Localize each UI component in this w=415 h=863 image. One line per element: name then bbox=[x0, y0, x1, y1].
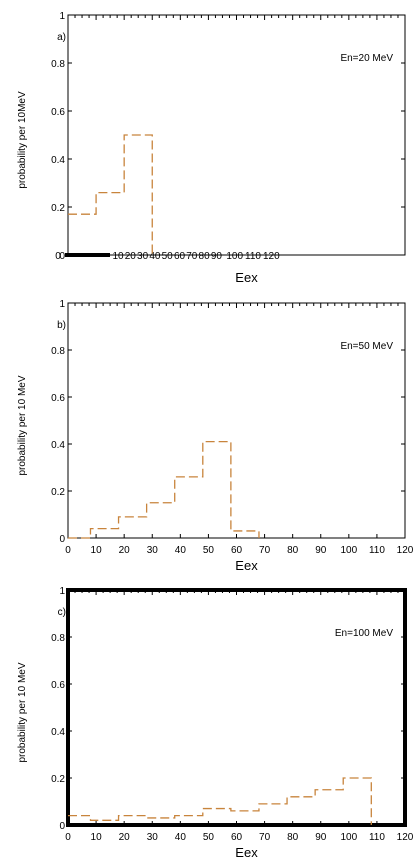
histogram-bin bbox=[147, 818, 175, 825]
x-axis-label: Eex bbox=[235, 270, 258, 285]
y-tick-label: 1 bbox=[59, 586, 65, 597]
y-tick-label: 0.4 bbox=[51, 440, 65, 451]
histogram-bin bbox=[203, 442, 231, 538]
histogram-bin bbox=[315, 790, 343, 825]
x-tick-label: 40 bbox=[149, 251, 161, 262]
histogram-bin bbox=[124, 135, 152, 255]
x-axis-label: Eex bbox=[235, 558, 258, 573]
y-tick-label: 0 bbox=[59, 251, 65, 262]
x-tick-label: 100 bbox=[340, 832, 357, 843]
x-tick-label: 90 bbox=[315, 545, 327, 556]
x-tick-label: 0 bbox=[65, 832, 71, 843]
histogram-bin bbox=[119, 816, 147, 825]
x-tick-label: 50 bbox=[203, 545, 215, 556]
x-tick-label: 60 bbox=[231, 545, 243, 556]
x-tick-label: 20 bbox=[125, 251, 137, 262]
y-tick-label: 0 bbox=[59, 534, 65, 545]
x-tick-label: 70 bbox=[186, 251, 198, 262]
x-tick-label: 30 bbox=[147, 545, 159, 556]
x-tick-label: 20 bbox=[119, 545, 131, 556]
x-tick-label: 110 bbox=[369, 832, 385, 843]
y-axis-label: probability per 10 MeV bbox=[17, 375, 28, 475]
histogram-bin bbox=[147, 503, 175, 538]
x-tick-label: 0 bbox=[55, 251, 61, 262]
histogram-line bbox=[68, 777, 372, 825]
x-tick-label: 50 bbox=[162, 251, 174, 262]
x-axis-label: Eex bbox=[235, 845, 258, 860]
annotation: En=20 MeV bbox=[340, 53, 393, 64]
y-tick-label: 1 bbox=[59, 299, 65, 310]
x-tick-label: 10 bbox=[91, 832, 103, 843]
x-tick-label: 40 bbox=[175, 832, 187, 843]
histogram-bin bbox=[231, 531, 259, 538]
y-tick-label: 0.2 bbox=[51, 203, 65, 214]
histogram-bin bbox=[287, 797, 315, 825]
x-tick-label: 70 bbox=[259, 545, 271, 556]
annotation: En=100 MeV bbox=[335, 628, 393, 639]
x-tick-label: 90 bbox=[315, 832, 327, 843]
plot-frame bbox=[67, 302, 406, 539]
y-tick-label: 0.4 bbox=[51, 727, 65, 738]
x-tick-label: 30 bbox=[137, 251, 149, 262]
histogram-bin bbox=[90, 529, 118, 538]
y-tick-label: 0.6 bbox=[51, 107, 65, 118]
x-tick-label: 120 bbox=[397, 545, 414, 556]
x-tick-label: 60 bbox=[231, 832, 243, 843]
annotation: En=50 MeV bbox=[340, 341, 393, 352]
x-tick-label: 80 bbox=[199, 251, 211, 262]
histogram-bin bbox=[259, 804, 287, 825]
x-tick-label: 100 bbox=[340, 545, 357, 556]
x-tick-label: 60 bbox=[174, 251, 186, 262]
y-axis-label: probability per 10MeV bbox=[17, 91, 28, 189]
histogram-bin bbox=[90, 820, 118, 825]
y-tick-label: 0.8 bbox=[51, 346, 65, 357]
histogram-bin bbox=[96, 193, 124, 255]
y-tick-label: 0.4 bbox=[51, 155, 65, 166]
panel-label: a) bbox=[57, 32, 66, 43]
x-tick-label: 30 bbox=[147, 832, 159, 843]
x-tick-label: 80 bbox=[287, 545, 299, 556]
y-tick-label: 0.6 bbox=[51, 680, 65, 691]
x-tick-label: 100 bbox=[226, 251, 243, 262]
x-tick-label: 50 bbox=[203, 832, 215, 843]
y-axis-label: probability per 10 MeV bbox=[17, 662, 28, 762]
x-tick-label: 10 bbox=[91, 545, 103, 556]
x-tick-label: 70 bbox=[259, 832, 271, 843]
y-tick-label: 1 bbox=[59, 11, 65, 22]
x-tick-label: 40 bbox=[175, 545, 187, 556]
histogram-bin bbox=[68, 214, 96, 255]
x-tick-label: 120 bbox=[397, 832, 414, 843]
y-tick-label: 0.6 bbox=[51, 393, 65, 404]
y-tick-label: 0.8 bbox=[51, 59, 65, 70]
histogram-bin bbox=[68, 816, 90, 825]
y-tick-label: 0.2 bbox=[51, 487, 65, 498]
x-tick-label: 110 bbox=[369, 545, 385, 556]
histogram-line bbox=[68, 134, 153, 255]
x-tick-label: 120 bbox=[263, 251, 280, 262]
x-tick-label: 10 bbox=[112, 251, 124, 262]
histogram-bin bbox=[203, 809, 231, 825]
histogram-bin bbox=[119, 517, 147, 538]
histogram-bin bbox=[231, 811, 259, 825]
histogram-line bbox=[68, 441, 260, 539]
x-tick-label: 20 bbox=[119, 832, 131, 843]
histogram-bin bbox=[175, 816, 203, 825]
x-tick-label: 90 bbox=[211, 251, 223, 262]
histogram-bin bbox=[343, 778, 371, 825]
x-tick-label: 110 bbox=[245, 251, 261, 262]
y-tick-label: 0 bbox=[59, 821, 65, 832]
histogram-bin bbox=[175, 477, 203, 538]
y-tick-label: 0.2 bbox=[51, 774, 65, 785]
panel-label: b) bbox=[57, 320, 66, 331]
x-tick-label: 0 bbox=[65, 545, 71, 556]
x-tick-label: 80 bbox=[287, 832, 299, 843]
chart-panel-3: 00.20.40.60.810 10 20 30 40 50 60 70 80 90 100 110 1… bbox=[17, 586, 414, 860]
y-tick-label: 0.8 bbox=[51, 633, 65, 644]
panel-label: c) bbox=[58, 607, 66, 618]
chart-panel-2: 00.20.40.60.810 10 20 30 40 50 60 70 80 90 100 110 1… bbox=[17, 299, 414, 573]
